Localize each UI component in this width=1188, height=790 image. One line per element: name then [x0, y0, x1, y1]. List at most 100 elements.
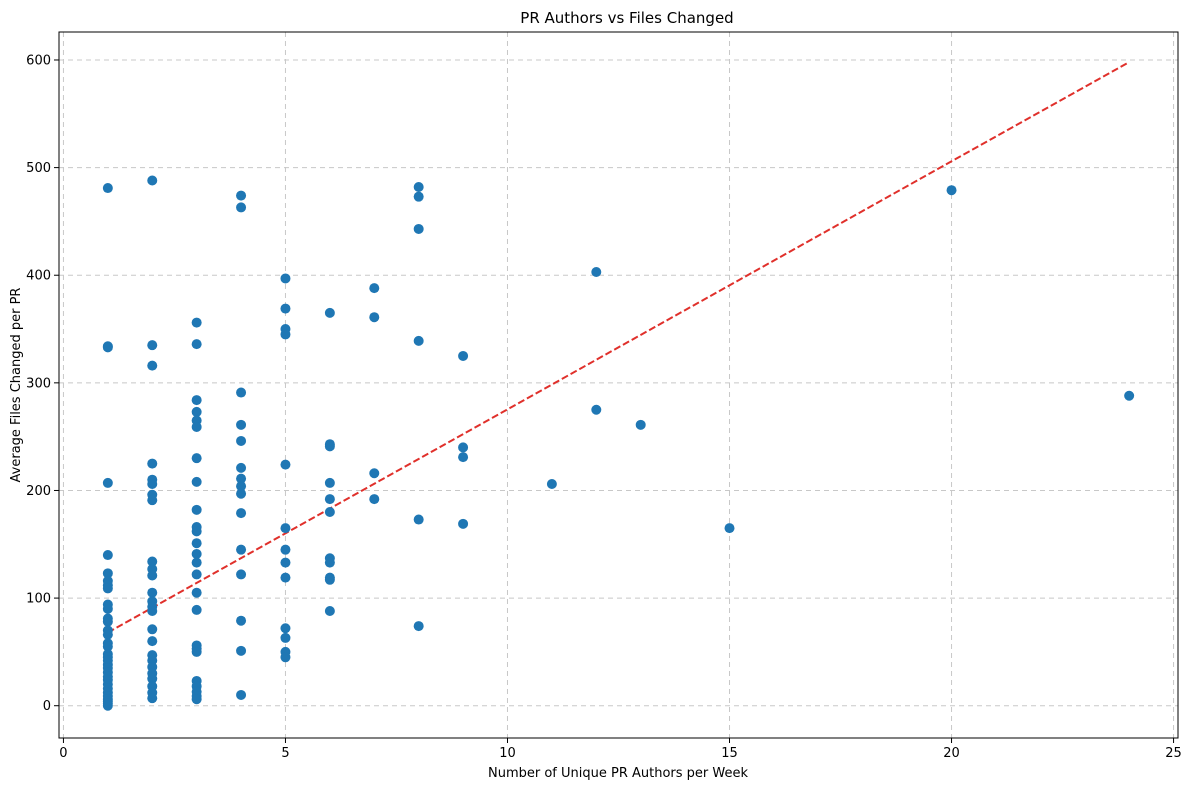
data-point: [324, 506, 335, 517]
y-tick-label: 300: [26, 376, 51, 391]
data-point: [324, 606, 335, 617]
data-point: [191, 421, 202, 432]
data-point: [102, 629, 113, 640]
data-point: [369, 283, 380, 294]
data-point: [591, 266, 602, 277]
data-point: [147, 624, 158, 635]
data-point: [280, 632, 291, 643]
data-point: [236, 435, 247, 446]
data-point: [236, 508, 247, 519]
data-point: [458, 350, 469, 361]
data-point: [413, 514, 424, 525]
data-point: [1124, 390, 1135, 401]
data-point: [236, 462, 247, 473]
data-point: [324, 477, 335, 488]
x-tick-label: 25: [1165, 746, 1182, 761]
data-point: [324, 494, 335, 505]
data-point: [236, 387, 247, 398]
grid: [59, 32, 1178, 738]
data-point: [191, 476, 202, 487]
data-point: [147, 606, 158, 617]
data-point: [191, 569, 202, 580]
data-point: [236, 488, 247, 499]
data-point: [635, 419, 646, 430]
data-point: [147, 175, 158, 186]
data-point: [280, 303, 291, 314]
data-point: [458, 442, 469, 453]
data-point: [147, 693, 158, 704]
data-point: [147, 495, 158, 506]
x-tick-label: 10: [499, 746, 516, 761]
data-point: [102, 583, 113, 594]
data-point: [280, 544, 291, 555]
data-point: [280, 572, 291, 583]
data-point: [591, 404, 602, 415]
data-point: [280, 652, 291, 663]
data-point: [147, 556, 158, 567]
data-point: [102, 568, 113, 579]
data-point: [191, 587, 202, 598]
data-point: [413, 335, 424, 346]
y-tick-label: 100: [26, 592, 51, 607]
data-point: [280, 623, 291, 634]
data-point: [236, 419, 247, 430]
data-point: [280, 523, 291, 534]
y-axis-label: Average Files Changed per PR: [9, 288, 24, 483]
data-point: [369, 468, 380, 479]
data-point: [191, 548, 202, 559]
data-point: [236, 615, 247, 626]
data-point: [280, 329, 291, 340]
data-point: [413, 223, 424, 234]
data-point: [102, 183, 113, 194]
x-tick-label: 20: [943, 746, 960, 761]
data-point: [102, 616, 113, 627]
y-tick-label: 600: [26, 53, 51, 68]
data-point: [191, 646, 202, 657]
data-point: [102, 700, 113, 711]
data-point: [147, 479, 158, 490]
x-axis-label: Number of Unique PR Authors per Week: [488, 766, 748, 781]
data-point: [324, 574, 335, 585]
data-point: [236, 645, 247, 656]
data-point: [324, 307, 335, 318]
data-point: [147, 673, 158, 684]
data-point: [236, 689, 247, 700]
data-point: [147, 570, 158, 581]
data-point: [236, 473, 247, 484]
data-point: [191, 453, 202, 464]
data-point: [191, 339, 202, 350]
chart-title: PR Authors vs Files Changed: [520, 9, 733, 27]
data-point: [280, 557, 291, 568]
data-point: [458, 518, 469, 529]
x-axis-ticks: 0 5 10 15 20 25: [59, 738, 1182, 761]
data-point: [191, 538, 202, 549]
data-point: [147, 587, 158, 598]
data-point: [413, 621, 424, 632]
y-tick-label: 400: [26, 269, 51, 284]
data-point: [102, 477, 113, 488]
x-tick-label: 0: [59, 746, 67, 761]
data-point: [236, 202, 247, 213]
data-point: [102, 603, 113, 614]
x-tick-label: 5: [281, 746, 289, 761]
plot-frame: [58, 31, 1179, 739]
data-point: [946, 185, 957, 196]
data-point: [236, 544, 247, 555]
data-point: [147, 636, 158, 647]
data-point: [191, 557, 202, 568]
data-point: [191, 526, 202, 537]
data-point: [324, 557, 335, 568]
data-point: [147, 360, 158, 371]
y-axis-ticks: 0 100 200 300 400 500 600: [26, 53, 59, 714]
data-point: [147, 458, 158, 469]
data-point: [546, 479, 557, 490]
data-point: [369, 494, 380, 505]
data-point: [413, 191, 424, 202]
data-point: [102, 342, 113, 353]
data-point: [280, 273, 291, 284]
data-point: [369, 312, 380, 323]
data-point: [236, 569, 247, 580]
data-point: [191, 406, 202, 417]
data-point: [102, 550, 113, 561]
